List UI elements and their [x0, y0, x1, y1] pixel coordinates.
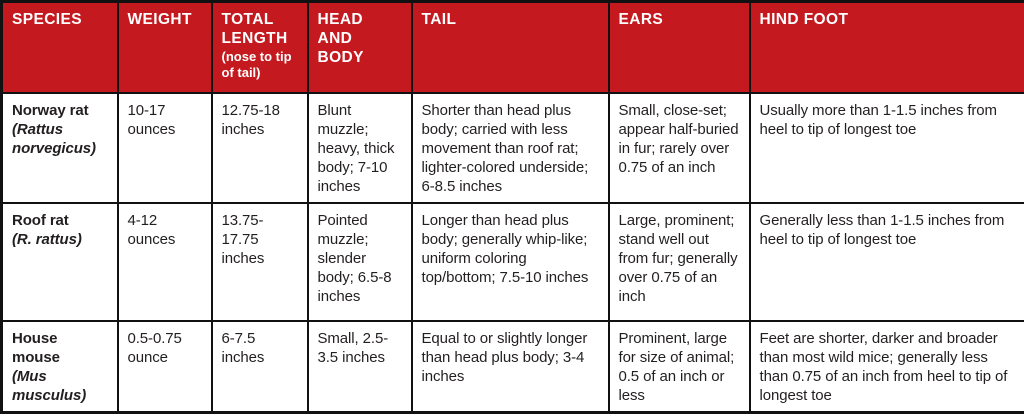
- head-and-body-cell: Pointed muzzle; slender body; 6.5-8 inch…: [306, 201, 413, 322]
- head-and-body-cell: Small, 2.5-3.5 inches: [306, 319, 413, 413]
- weight-cell: 4-12 ounces: [116, 201, 213, 322]
- species-latin-name: (R. rattus): [12, 230, 82, 248]
- col-header-hind-foot: HIND FOOT: [748, 0, 1024, 94]
- species-common-name: House mouse: [12, 329, 60, 366]
- table-row-house-mouse: House mouse (Mus musculus) 0.5-0.75 ounc…: [0, 319, 1024, 413]
- table-row-roof-rat: Roof rat (R. rattus) 4-12 ounces 13.75-1…: [0, 201, 1024, 322]
- species-cell: House mouse (Mus musculus): [0, 319, 119, 413]
- col-header-sublabel: (nose to tip of tail): [221, 49, 292, 80]
- col-header-label: WEIGHT: [127, 11, 192, 28]
- weight-cell: 10-17 ounces: [116, 91, 213, 204]
- col-header-ears: EARS: [607, 0, 751, 94]
- col-header-label: EARS: [618, 11, 664, 28]
- col-header-label: SPECIES: [12, 11, 82, 28]
- hind-foot-cell: Generally less than 1-1.5 inches from he…: [748, 201, 1024, 322]
- total-length-cell: 13.75-17.75 inches: [210, 201, 309, 322]
- head-and-body-cell: Blunt muzzle; heavy, thick body; 7-10 in…: [306, 91, 413, 204]
- col-header-label: TOTAL LENGTH: [221, 11, 288, 47]
- col-header-tail: TAIL: [410, 0, 610, 94]
- col-header-species: SPECIES: [0, 0, 119, 94]
- col-header-label: HIND FOOT: [759, 11, 849, 28]
- tail-cell: Shorter than head plus body; carried wit…: [410, 91, 610, 204]
- hind-foot-cell: Usually more than 1-1.5 inches from heel…: [748, 91, 1024, 204]
- species-cell: Norway rat (Rattus norvegicus): [0, 91, 119, 204]
- total-length-cell: 12.75-18 inches: [210, 91, 309, 204]
- tail-cell: Equal to or slightly longer than head pl…: [410, 319, 610, 413]
- col-header-weight: WEIGHT: [116, 0, 213, 94]
- hind-foot-cell: Feet are shorter, darker and broader tha…: [748, 319, 1024, 413]
- col-header-total-length: TOTAL LENGTH (nose to tip of tail): [210, 0, 309, 94]
- tail-cell: Longer than head plus body; generally wh…: [410, 201, 610, 322]
- species-common-name: Roof rat: [12, 211, 69, 229]
- ears-cell: Small, close-set; appear half-buried in …: [607, 91, 751, 204]
- col-header-head-and-body: HEAD AND BODY: [306, 0, 413, 94]
- species-latin-name: (Rattus norvegicus): [12, 120, 96, 157]
- species-latin-name: (Mus musculus): [12, 367, 87, 404]
- species-common-name: Norway rat: [12, 101, 89, 119]
- species-cell: Roof rat (R. rattus): [0, 201, 119, 322]
- weight-cell: 0.5-0.75 ounce: [116, 319, 213, 413]
- table-row-norway-rat: Norway rat (Rattus norvegicus) 10-17 oun…: [0, 91, 1024, 204]
- col-header-label: HEAD AND BODY: [317, 11, 364, 66]
- total-length-cell: 6-7.5 inches: [210, 319, 309, 413]
- ears-cell: Prominent, large for size of animal; 0.5…: [607, 319, 751, 413]
- col-header-label: TAIL: [421, 11, 457, 28]
- ears-cell: Large, prominent; stand well out from fu…: [607, 201, 751, 322]
- header-row: SPECIES WEIGHT TOTAL LENGTH (nose to tip…: [0, 0, 1024, 94]
